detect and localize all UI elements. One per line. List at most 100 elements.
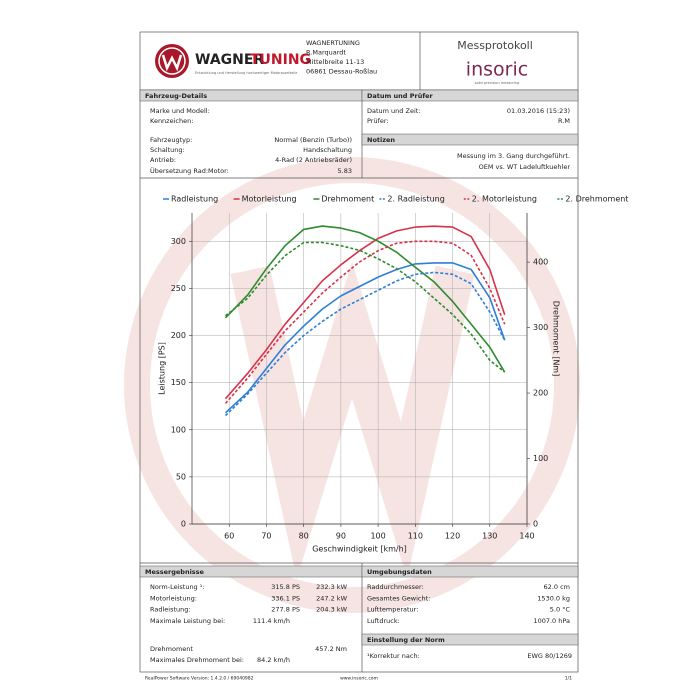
legend-label: 2. Radleistung [387, 195, 444, 204]
x-tick-label: 100 [370, 532, 385, 541]
brand-tagline: solid precision measuring [475, 81, 520, 85]
result-value: 457.2 Nm [315, 645, 347, 653]
footer-website: www.insoric.com [340, 676, 378, 682]
y2-tick-label: 0 [533, 520, 538, 529]
norm-label: ¹Korrektur nach: [367, 652, 420, 660]
brand: insoric [466, 59, 528, 81]
y-tick-label: 300 [171, 237, 186, 246]
address-line: WAGNERTUNING [306, 39, 360, 47]
y-tick-label: 100 [171, 425, 186, 434]
chart: 0 50 100 150 200 250 300 0 100 200 300 400 60 70 80 90 1… [158, 195, 629, 554]
section-title: Notizen [367, 136, 395, 144]
field-label: Antrieb: [150, 156, 176, 164]
series-line [224, 240, 506, 404]
x-tick-label: 140 [519, 532, 534, 541]
result-value: 111.4 km/h [253, 617, 290, 625]
note-line: Messung im 3. Gang durchgeführt. [457, 152, 570, 160]
env-label: Gesamtes Gewicht: [367, 594, 430, 602]
address-line: 06861 Dessau-Roßlau [306, 68, 377, 76]
legend-label: 2. Drehmoment [565, 195, 628, 204]
x-tick-label: 60 [224, 532, 234, 541]
section-title: Einstellung der Norm [367, 636, 445, 644]
result-value: 84.2 km/h [257, 656, 290, 664]
field-label: Übersetzung Rad:Motor: [150, 166, 229, 175]
section-title: Datum und Prüfer [367, 92, 434, 100]
norm-value: EWG 80/1269 [527, 652, 572, 660]
env-label: Raddurchmesser: [367, 583, 424, 591]
result-ps: 277.8 PS [271, 606, 300, 614]
result-kw: 204.3 kW [316, 606, 347, 614]
x-tick-label: 120 [445, 532, 460, 541]
series-line [224, 262, 506, 414]
y-tick-label: 150 [171, 378, 186, 387]
y-axis-label: Leistung [PS] [158, 342, 167, 395]
field-label: Fahrzeugtyp: [150, 136, 192, 144]
logo-tagline: Entwicklung und Herstellung hochwertiger… [195, 71, 297, 75]
section-title: Messergebnisse [145, 568, 205, 576]
env-value: 62.0 cm [544, 583, 570, 591]
address-line: R.Marquardt [306, 49, 346, 57]
field-label: Marke und Modell: [150, 107, 210, 115]
note-line: OEM vs. WT Ladeluftkuehler [479, 163, 571, 171]
field-label: Prüfer: [367, 117, 389, 125]
protocol-title: Messprotokoll [457, 39, 533, 52]
y-tick-label: 200 [171, 331, 186, 340]
watermark [124, 157, 580, 613]
x-tick-label: 110 [408, 532, 423, 541]
x-tick-label: 80 [299, 532, 309, 541]
series-line [224, 271, 506, 417]
result-label: Norm-Leistung ¹: [150, 583, 205, 591]
legend-label: 2. Motorleistung [472, 195, 537, 204]
field-value: 4-Rad (2 Antriebsräder) [275, 156, 352, 164]
result-label: Drehmoment [150, 645, 193, 653]
legend-label: Drehmoment [321, 195, 374, 204]
result-kw: 232.3 kW [316, 583, 347, 591]
result-ps: 315.8 PS [271, 583, 300, 591]
field-value: Normal (Benzin (Turbo)) [274, 136, 352, 144]
x-axis-label: Geschwindigkeit [km/h] [312, 545, 407, 554]
result-kw: 247.2 kW [316, 594, 347, 602]
footer-software: RealPower Software Version: 1.4.2.0 / 69… [145, 676, 254, 682]
series-line [225, 241, 506, 373]
env-value: 1530.0 kg [537, 594, 570, 602]
y2-axis-label: Drehmoment [Nm] [552, 301, 561, 376]
legend-label: Radleistung [171, 195, 218, 204]
field-label: Kennzeichen: [150, 117, 193, 125]
result-ps: 336.1 PS [271, 594, 300, 602]
x-tick-label: 70 [261, 532, 271, 541]
result-label: Maximale Leistung bei: [150, 617, 225, 625]
y2-tick-label: 400 [533, 258, 548, 267]
env-value: 1007.0 hPa [533, 617, 570, 625]
field-value: 5.83 [338, 167, 352, 175]
env-label: Luftdruck: [367, 617, 400, 625]
result-label: Radleistung: [150, 606, 191, 614]
y2-tick-label: 200 [533, 389, 548, 398]
legend-label: Motorleistung [242, 195, 297, 204]
section-title: Umgebungsdaten [367, 568, 432, 576]
y2-tick-label: 100 [533, 454, 548, 463]
field-value: Handschaltung [303, 146, 352, 154]
y-tick-label: 50 [176, 472, 186, 481]
y-tick-label: 0 [181, 520, 186, 529]
series-line [224, 225, 506, 400]
field-label: Schaltung: [150, 146, 185, 154]
x-tick-label: 90 [336, 532, 346, 541]
result-label: Maximales Drehmoment bei: [150, 656, 244, 664]
footer-page: 1/1 [565, 676, 572, 682]
field-value: R.M [558, 117, 570, 125]
logo-text-2: TUNING [250, 52, 311, 68]
logo-text-1: WAGNER [195, 52, 264, 68]
y2-tick-label: 300 [533, 323, 548, 332]
y-tick-label: 250 [171, 284, 186, 293]
section-title: Fahrzeug-Details [145, 92, 207, 100]
section-bars [139, 89, 579, 646]
result-label: Motorleistung: [150, 594, 197, 602]
env-value: 5.0 °C [550, 606, 571, 614]
env-label: Lufttemperatur: [367, 606, 418, 614]
series-line [224, 225, 506, 373]
address-line: Mittelbreite 11-13 [306, 58, 364, 66]
x-tick-label: 130 [482, 532, 497, 541]
field-value: 01.03.2016 (15:23) [507, 107, 570, 115]
